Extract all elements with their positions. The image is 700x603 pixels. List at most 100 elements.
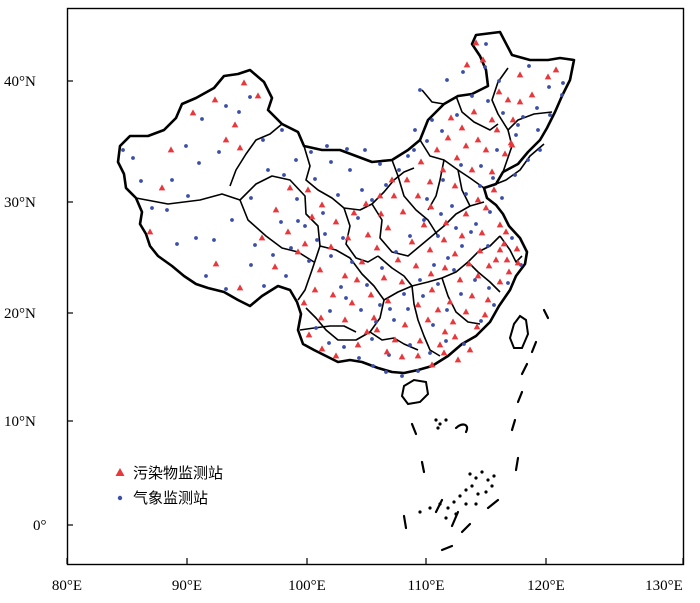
pollutant-station-triangle bbox=[474, 272, 482, 279]
pollutant-station-triangle bbox=[451, 250, 459, 257]
meteorological-station-dot bbox=[431, 323, 435, 327]
pollutant-station-triangle bbox=[398, 278, 406, 285]
pollutant-station-triangle bbox=[441, 264, 449, 271]
pollutant-station-triangle bbox=[300, 299, 308, 306]
pollutant-station-triangle bbox=[440, 236, 448, 243]
meteorological-station-dot bbox=[408, 343, 412, 347]
pollutant-station-triangle bbox=[417, 158, 425, 165]
meteorological-station-dot bbox=[184, 144, 188, 148]
meteorological-station-dot bbox=[212, 238, 216, 242]
meteorological-station-dot bbox=[439, 212, 443, 216]
pollutant-station-triangle bbox=[317, 314, 325, 321]
pollutant-station-triangle bbox=[447, 114, 455, 121]
pollutant-station-triangle bbox=[384, 297, 392, 304]
pollutant-station-triangle bbox=[364, 231, 372, 238]
pollutant-station-triangle bbox=[427, 270, 435, 277]
meteorological-station-dot bbox=[253, 243, 257, 247]
meteorological-station-dot bbox=[479, 164, 483, 168]
pollutant-station-triangle bbox=[414, 352, 422, 359]
pollutant-station-triangle bbox=[332, 218, 340, 225]
meteorological-station-dot bbox=[356, 216, 360, 220]
meteorological-station-dot bbox=[309, 150, 313, 154]
pollutant-station-triangle bbox=[482, 146, 490, 153]
meteorological-station-dot bbox=[204, 274, 208, 278]
pollutant-station-triangle bbox=[496, 246, 504, 253]
meteorological-station-dot bbox=[296, 219, 300, 223]
meteorological-station-dot bbox=[444, 339, 448, 343]
pollutant-station-triangle bbox=[456, 276, 464, 283]
pollutant-station-triangle bbox=[474, 196, 482, 203]
pollutant-station-triangle bbox=[254, 92, 262, 99]
pollutant-station-triangle bbox=[502, 228, 510, 235]
meteorological-station-dot bbox=[513, 173, 517, 177]
y-tick-0: 0° bbox=[33, 518, 47, 534]
pollutant-station-triangle bbox=[442, 219, 450, 226]
meteorological-stations bbox=[121, 42, 565, 378]
pollutant-station-triangle bbox=[344, 234, 352, 241]
pollutant-station-triangle bbox=[390, 192, 398, 199]
meteorological-station-dot bbox=[321, 211, 325, 215]
pollutant-station-triangle bbox=[373, 244, 381, 251]
south-sea-dashes bbox=[402, 308, 550, 552]
y-tick-40n: 40°N bbox=[4, 74, 36, 90]
hainan-island bbox=[400, 378, 430, 406]
pollutant-station-triangle bbox=[496, 278, 504, 285]
meteorological-station-dot bbox=[436, 234, 440, 238]
legend-label-pollutant: 污染物监测站 bbox=[133, 464, 223, 482]
meteorological-station-dot bbox=[527, 64, 531, 68]
meteorological-station-dot bbox=[473, 278, 477, 282]
meteorological-station-dot bbox=[516, 123, 520, 127]
pollutant-station-triangle bbox=[377, 210, 385, 217]
meteorological-station-dot bbox=[282, 173, 286, 177]
pollutant-station-triangle bbox=[363, 328, 371, 335]
meteorological-station-dot bbox=[261, 138, 265, 142]
pollutant-station-triangle bbox=[403, 176, 411, 183]
meteorological-station-dot bbox=[186, 194, 190, 198]
meteorological-station-dot bbox=[370, 198, 374, 202]
y-tick-10n: 10°N bbox=[4, 414, 36, 430]
meteorological-station-dot bbox=[501, 111, 505, 115]
meteorological-station-dot bbox=[266, 168, 270, 172]
meteorological-station-dot bbox=[506, 281, 510, 285]
meteorological-station-dot bbox=[492, 303, 496, 307]
pollutant-station-triangle bbox=[451, 182, 459, 189]
pollutant-station-triangle bbox=[311, 286, 319, 293]
meteorological-station-dot bbox=[406, 307, 410, 311]
pollutant-station-triangle bbox=[240, 79, 248, 86]
pollutant-station-triangle bbox=[318, 345, 326, 352]
pollutant-station-triangle bbox=[482, 204, 490, 211]
meteorological-station-dot bbox=[462, 342, 466, 346]
pollutant-station-triangle bbox=[258, 234, 266, 241]
pollutant-station-triangle bbox=[211, 96, 219, 103]
meteorological-station-dot bbox=[323, 232, 327, 236]
y-tick-30n: 30°N bbox=[4, 195, 36, 211]
pollutant-station-triangle bbox=[272, 206, 280, 213]
meteorological-station-dot bbox=[445, 308, 449, 312]
pollutant-station-triangle bbox=[544, 73, 552, 80]
pollutant-station-triangle bbox=[441, 328, 449, 335]
pollutant-station-triangle bbox=[440, 349, 448, 356]
meteorological-station-dot bbox=[392, 318, 396, 322]
meteorological-station-dot bbox=[469, 230, 473, 234]
meteorological-station-dot bbox=[432, 263, 436, 267]
pollutant-stations bbox=[146, 39, 560, 368]
meteorological-station-dot bbox=[217, 150, 221, 154]
meteorological-station-dot bbox=[548, 113, 552, 117]
meteorological-station-dot bbox=[378, 303, 382, 307]
meteorological-station-dot bbox=[384, 183, 388, 187]
meteorological-station-dot bbox=[497, 79, 501, 83]
pollutant-station-triangle bbox=[514, 259, 522, 266]
legend: 污染物监测站 气象监测站 bbox=[115, 464, 223, 507]
pollutant-station-triangle bbox=[478, 229, 486, 236]
pollutant-station-triangle bbox=[485, 262, 493, 269]
meteorological-station-dot bbox=[344, 296, 348, 300]
pollutant-station-triangle bbox=[462, 142, 470, 149]
meteorological-station-dot bbox=[441, 178, 445, 182]
pollutant-station-triangle bbox=[286, 184, 294, 191]
pollutant-station-triangle bbox=[394, 256, 402, 263]
pollutant-station-triangle bbox=[353, 276, 361, 283]
meteorological-station-dot bbox=[121, 148, 125, 152]
pollutant-station-triangle bbox=[444, 134, 452, 141]
pollutant-station-triangle bbox=[376, 192, 384, 199]
